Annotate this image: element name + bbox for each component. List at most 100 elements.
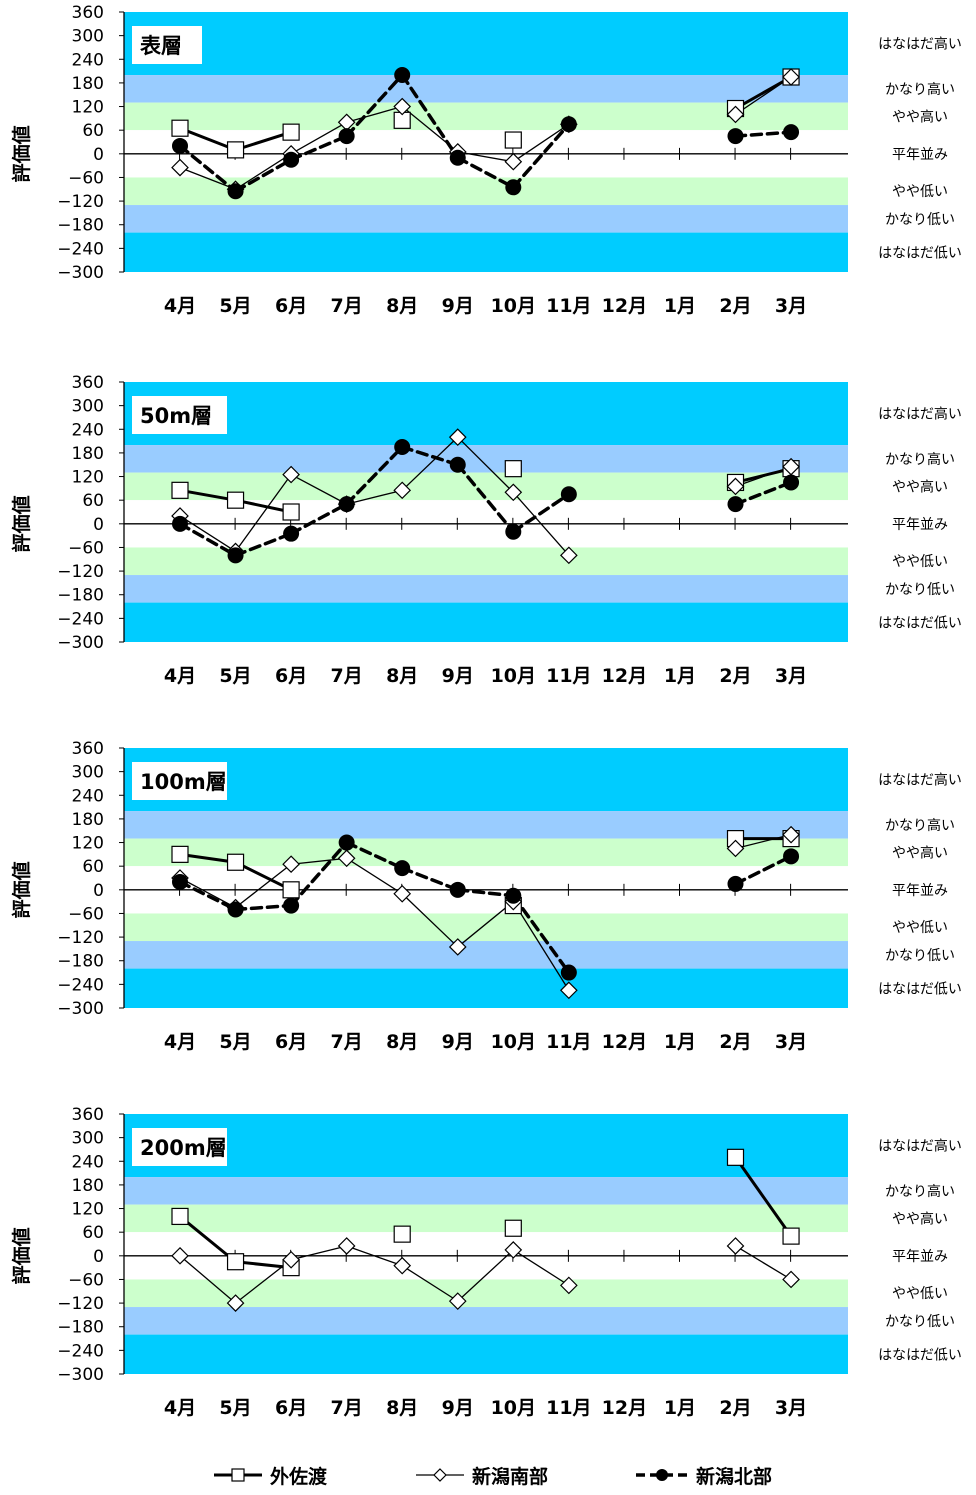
series-line-niigata-north [456,888,516,898]
y-axis-label: 評価値 [10,861,33,918]
marker-niigata-north [394,860,411,877]
y-tick-label: −240 [57,975,104,995]
x-tick-label: 5月 [219,1031,251,1053]
legend-item-niigata-south: 新潟南部 [414,1460,548,1490]
y-tick-label: −60 [68,904,104,924]
band-label-slightly-low: やや低い [892,554,948,570]
x-tick-label: 5月 [219,1397,251,1419]
series-line-niigata-south [401,893,459,948]
series-line-niigata-north [233,157,293,193]
band-label-fairly-high: かなり高い [885,81,955,98]
band-label-slightly-high: やや高い [892,1210,948,1227]
series-line-niigata-south [512,900,570,991]
band-label-very-high: はなはだ高い [878,406,962,423]
marker-sotosado [171,481,189,499]
marker-niigata-south [448,1292,467,1310]
series-line-niigata-south [179,166,237,190]
band-fairly-high [124,445,848,473]
y-tick-label: −300 [57,633,104,653]
marker-niigata-south [337,1237,356,1255]
marker-niigata-north [783,124,800,141]
band-label-fairly-high: かなり高い [885,451,955,468]
y-axis-label: 評価値 [10,125,33,182]
y-tick-label: 180 [72,444,104,464]
marker-niigata-north [727,496,744,513]
x-tick-label: 4月 [164,665,196,687]
series-line-niigata-south [734,1245,792,1281]
series-line-niigata-north [400,866,460,892]
x-tick-label: 5月 [219,665,251,687]
y-tick-label: 300 [72,1129,104,1149]
series-line-niigata-north [344,840,404,870]
x-tick-label: 12月 [602,1397,647,1419]
marker-sotosado [226,1253,245,1271]
band-slightly-low [124,913,848,942]
band-very-high [124,382,848,446]
marker-niigata-north [560,964,577,981]
marker-niigata-south [560,981,578,1000]
series-line-niigata-north [178,880,238,912]
y-tick-label: −180 [57,1318,104,1338]
marker-niigata-north [172,873,188,890]
y-tick-label: −120 [57,1294,104,1314]
band-label-very-low: はなはだ低い [878,981,962,997]
marker-niigata-south [726,477,745,496]
series-line-niigata-south [290,1245,348,1261]
marker-sotosado [504,131,522,149]
series-line-sotosado [178,852,238,864]
marker-niigata-south [560,1276,578,1295]
x-tick-label: 12月 [602,295,647,317]
series-line-niigata-south [234,1259,292,1304]
marker-sotosado [393,1225,411,1243]
marker-niigata-north [783,474,800,491]
series-line-sotosado [178,1214,238,1264]
series-line-niigata-north [400,445,460,467]
y-tick-label: −300 [57,263,104,283]
marker-niigata-south [393,481,412,500]
series-line-niigata-south [345,105,403,123]
x-tick-label: 7月 [331,665,363,687]
x-tick-label: 3月 [775,1031,807,1053]
series-line-sotosado [178,488,238,502]
marker-sotosado [226,491,245,509]
y-tick-label: 360 [72,739,104,759]
x-tick-label: 11月 [546,295,591,317]
y-tick-label: 300 [72,397,104,417]
x-tick-label: 9月 [442,1031,474,1053]
y-tick-label: 240 [72,786,104,806]
x-tick-label: 5月 [219,295,251,317]
band-label-fairly-high: かなり高い [885,817,955,834]
legend-item-sotosado: 外佐渡 [212,1460,327,1490]
band-fairly-low [124,205,848,233]
marker-sotosado [504,1219,522,1237]
x-tick-label: 6月 [275,1031,307,1053]
series-line-niigata-south [290,473,348,505]
band-label-very-low: はなはだ低い [878,245,962,261]
x-tick-label: 2月 [719,295,751,317]
legend-marker-square-icon [214,1468,262,1482]
series-line-niigata-south [734,834,792,850]
x-tick-label: 10月 [491,1031,536,1053]
chart-title: 200m層 [140,1136,227,1160]
marker-niigata-south [171,1246,189,1265]
band-label-fairly-low: かなり低い [885,212,955,228]
band-slightly-low [124,1279,848,1308]
legend-marker-dot-icon [636,1469,688,1481]
series-line-niigata-north [733,480,793,506]
marker-niigata-south [560,546,578,565]
x-tick-label: 11月 [546,665,591,687]
y-tick-label: 60 [82,121,104,141]
series-line-sotosado [234,130,293,152]
x-tick-label: 9月 [442,295,474,317]
y-tick-label: 0 [93,145,104,165]
chart-3: 360 300 240 180 120 60 0 −60 −120 −180 −240 −300 4月 5… [10,739,962,1053]
band-label-slightly-low: やや低い [892,920,948,936]
y-tick-label: −180 [57,952,104,972]
x-tick-label: 12月 [602,665,647,687]
legend-label-niigata-south: 新潟南部 [472,1465,549,1488]
band-very-low [124,602,848,642]
x-tick-label: 8月 [386,1031,418,1053]
series-line-niigata-north [733,854,793,886]
y-tick-label: 360 [72,1105,104,1125]
